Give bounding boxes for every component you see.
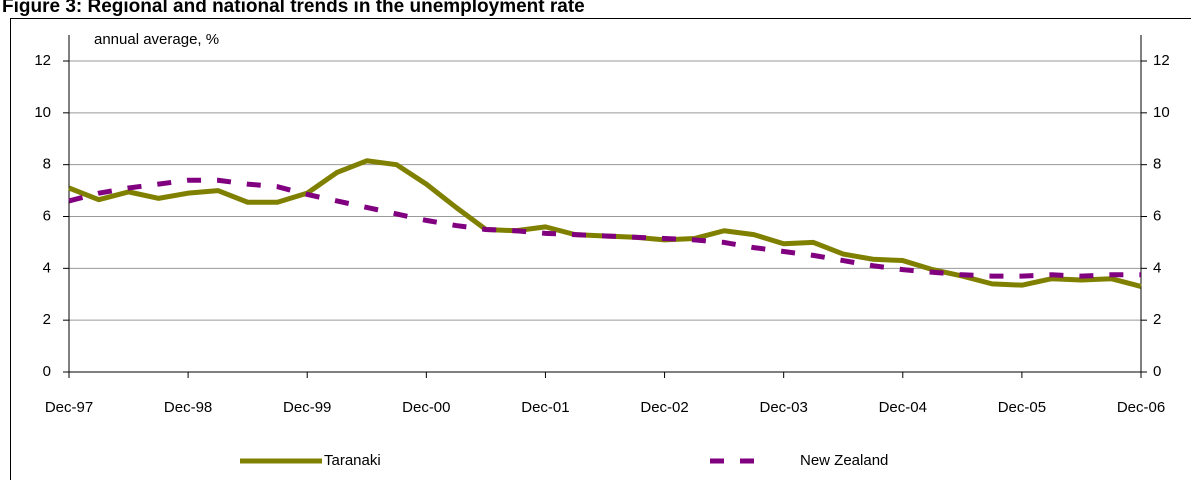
x-tick-label: Dec-04 [879,399,927,416]
x-tick-label: Dec-99 [283,399,331,416]
y-tick-label: 2 [43,311,51,328]
x-tick-label: Dec-98 [164,399,212,416]
y-axis-label: annual average, % [94,31,219,48]
y-tick-label: 12 [34,52,51,69]
chart-title: Figure 3: Regional and national trends i… [2,0,585,17]
legend-label: Taranaki [324,452,381,469]
x-tick-label: Dec-97 [45,399,93,416]
x-tick-label: Dec-02 [640,399,688,416]
x-tick-label: Dec-06 [1117,399,1165,416]
y2-tick-label: 10 [1153,104,1170,121]
chart-frame [10,18,1191,480]
y-tick-label: 8 [43,156,51,173]
x-tick-label: Dec-01 [521,399,569,416]
y2-tick-label: 0 [1153,363,1161,380]
y2-tick-label: 2 [1153,311,1161,328]
y2-tick-label: 8 [1153,156,1161,173]
y-tick-label: 4 [43,259,51,276]
y2-tick-label: 6 [1153,207,1161,224]
y-tick-label: 6 [43,207,51,224]
y-tick-label: 0 [43,363,51,380]
y-tick-label: 10 [34,104,51,121]
y2-tick-label: 12 [1153,52,1170,69]
series-line [68,177,1141,279]
legend-label: New Zealand [800,452,888,469]
title-band [0,0,1191,17]
x-tick-label: Dec-05 [998,399,1046,416]
y2-tick-label: 4 [1153,259,1161,276]
x-tick-label: Dec-03 [759,399,807,416]
x-tick-label: Dec-00 [402,399,450,416]
